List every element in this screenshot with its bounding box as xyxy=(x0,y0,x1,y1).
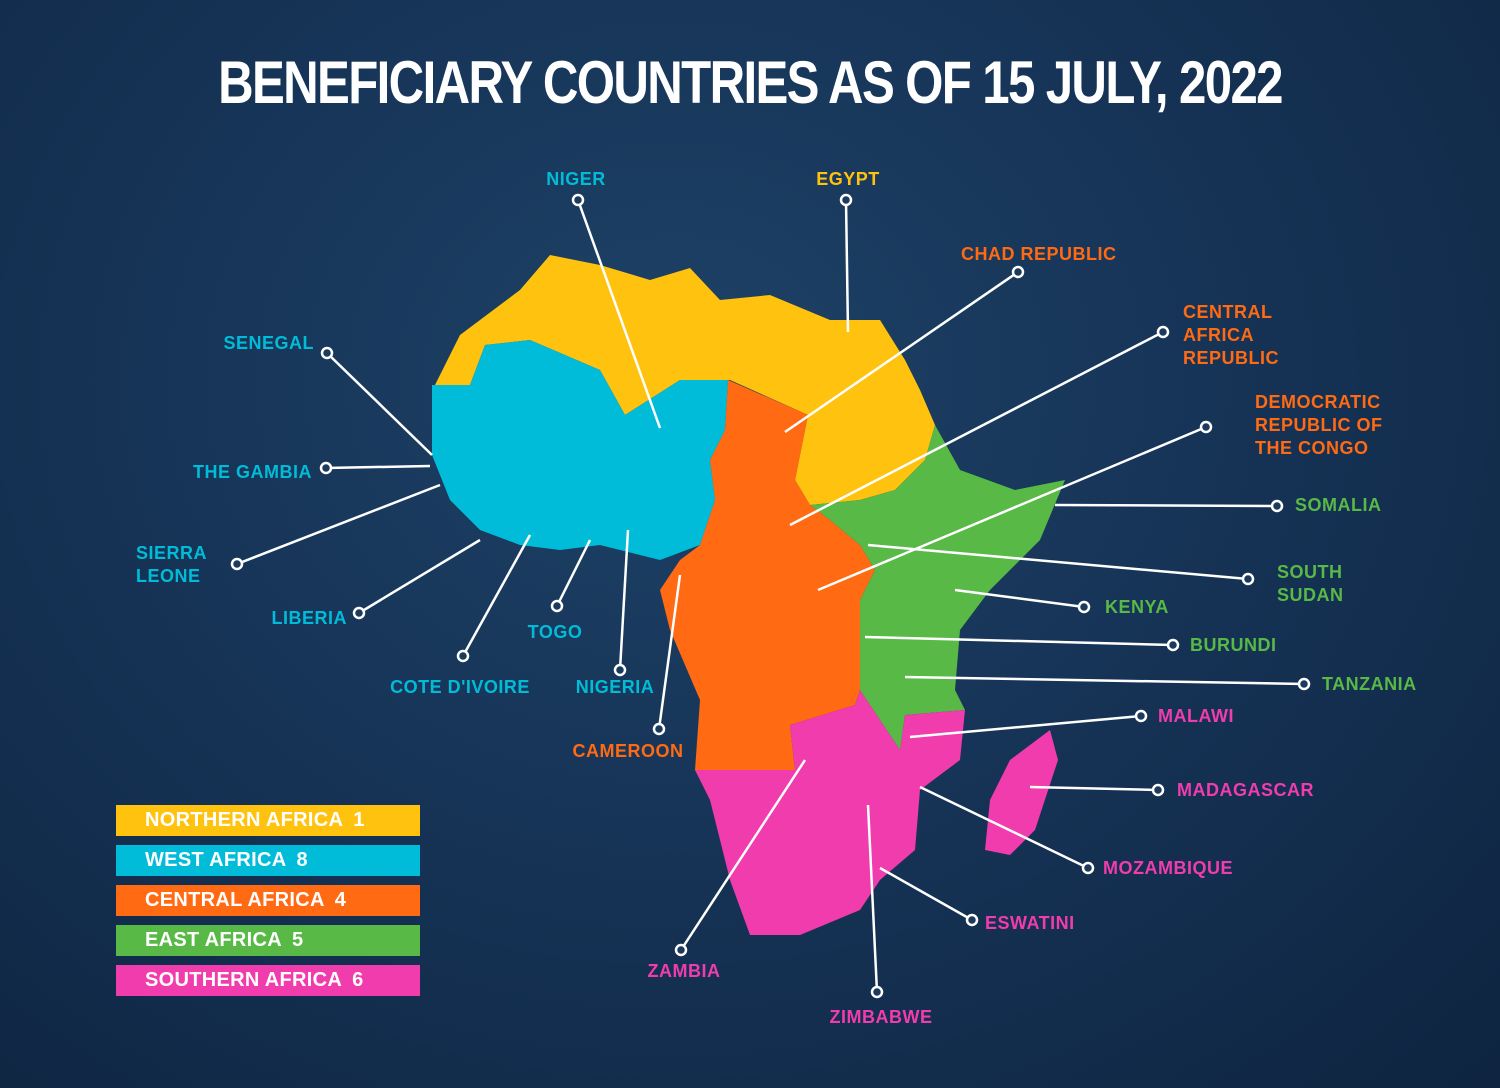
pointer-line xyxy=(576,199,662,429)
country-label: MALAWI xyxy=(1158,706,1234,726)
pointer-dot xyxy=(674,943,688,957)
country-label: ZAMBIA xyxy=(647,961,721,981)
pointer-dot xyxy=(550,599,564,613)
country-label: SENEGAL xyxy=(223,333,314,353)
pointer-dot xyxy=(965,913,979,927)
country-label: ESWATINI xyxy=(985,913,1075,933)
pointer-dot xyxy=(870,985,884,999)
legend-item: WEST AFRICA 8 xyxy=(116,845,420,876)
country-label: BURUNDI xyxy=(1190,635,1277,655)
country-label: CAMEROON xyxy=(572,741,684,761)
pointer-line xyxy=(679,759,807,951)
pointer-dot xyxy=(352,606,366,620)
country-label: KENYA xyxy=(1105,597,1169,617)
country-label: ZIMBABWE xyxy=(829,1007,933,1027)
pointer-line xyxy=(1054,503,1278,508)
legend-count: 5 xyxy=(292,929,304,951)
pointer-line xyxy=(864,635,1174,647)
country-label: SOUTH SUDAN xyxy=(1277,562,1344,605)
country-label: LIBERIA xyxy=(271,608,347,628)
legend-name: WEST AFRICA xyxy=(145,849,287,871)
pointer-dot xyxy=(1270,499,1284,513)
legend-count: 4 xyxy=(334,889,347,911)
region-shape xyxy=(985,730,1058,855)
pointer-line xyxy=(919,785,1089,870)
country-label: EGYPT xyxy=(816,169,880,189)
country-label: NIGERIA xyxy=(575,677,655,697)
legend-item: NORTHERN AFRICA 1 xyxy=(116,805,420,836)
pointer-line xyxy=(867,543,1249,581)
pointer-dot xyxy=(1241,572,1255,586)
pointer-line xyxy=(657,574,682,730)
pointer-dot xyxy=(1134,709,1148,723)
legend-count: 1 xyxy=(353,809,365,831)
region-shape xyxy=(660,380,875,770)
pointer-line xyxy=(844,199,850,333)
pointer-dot xyxy=(613,663,627,677)
pointer-line xyxy=(817,425,1207,592)
pointer-dot xyxy=(1156,325,1170,339)
pointer-dot xyxy=(1077,600,1091,614)
pointer-line xyxy=(879,866,973,922)
legend-name: CENTRAL AFRICA xyxy=(145,889,325,911)
pointer-line xyxy=(909,714,1142,739)
pointer-line xyxy=(904,675,1305,686)
pointer-dot xyxy=(319,461,333,475)
legend-item: CENTRAL AFRICA 4 xyxy=(116,885,420,916)
legend-item: EAST AFRICA 5 xyxy=(116,925,420,956)
pointer-line xyxy=(326,352,433,456)
country-label: CENTRAL AFRICA REPUBLIC xyxy=(1183,302,1280,368)
country-label: THE GAMBIA xyxy=(193,462,312,482)
pointer-dot xyxy=(839,193,853,207)
country-label: CHAD REPUBLIC xyxy=(961,244,1117,264)
pointer-dot xyxy=(652,722,666,736)
country-label: NIGER xyxy=(546,169,606,189)
region-shape xyxy=(810,425,1065,750)
pointer-dot xyxy=(230,557,244,571)
region-shape xyxy=(432,340,728,560)
pointer-dot xyxy=(1081,861,1095,875)
pointer-dot xyxy=(320,346,334,360)
pointer-line xyxy=(784,270,1019,434)
pointer-line xyxy=(236,483,441,566)
country-label: SOMALIA xyxy=(1295,495,1382,515)
pointer-line xyxy=(555,539,592,607)
pointer-dot xyxy=(1199,420,1213,434)
pointer-dot xyxy=(571,193,585,207)
pointer-line xyxy=(461,534,532,657)
legend-item: SOUTHERN AFRICA 6 xyxy=(116,965,420,996)
legend-name: EAST AFRICA xyxy=(145,929,283,951)
legend-count: 8 xyxy=(296,849,308,871)
region-shape xyxy=(695,690,965,935)
country-label: COTE D'IVOIRE xyxy=(390,677,530,697)
country-label: DEMOCRATIC REPUBLIC OF THE CONGO xyxy=(1255,392,1383,458)
pointer-line xyxy=(1029,785,1159,792)
pointer-dot xyxy=(1166,638,1180,652)
pointer-line xyxy=(325,464,431,470)
legend-name: SOUTHERN AFRICA xyxy=(145,969,343,991)
pointer-dot xyxy=(1011,265,1025,279)
country-label: MOZAMBIQUE xyxy=(1103,858,1233,878)
pointer-line xyxy=(358,538,481,615)
country-label: TANZANIA xyxy=(1322,674,1417,694)
pointer-line xyxy=(618,529,630,671)
pointer-dot xyxy=(456,649,470,663)
pointer-line xyxy=(866,804,879,993)
country-label: TOGO xyxy=(527,622,583,642)
legend-name: NORTHERN AFRICA xyxy=(145,809,344,831)
pointer-line xyxy=(954,588,1085,609)
pointer-dot xyxy=(1297,677,1311,691)
pointer-line xyxy=(789,330,1164,527)
country-label: SIERRA LEONE xyxy=(136,543,207,586)
country-label: MADAGASCAR xyxy=(1177,780,1314,800)
legend-count: 6 xyxy=(352,969,364,991)
title: BENEFICIARY COUNTRIES AS OF 15 JULY, 202… xyxy=(218,49,1283,116)
pointer-dot xyxy=(1151,783,1165,797)
